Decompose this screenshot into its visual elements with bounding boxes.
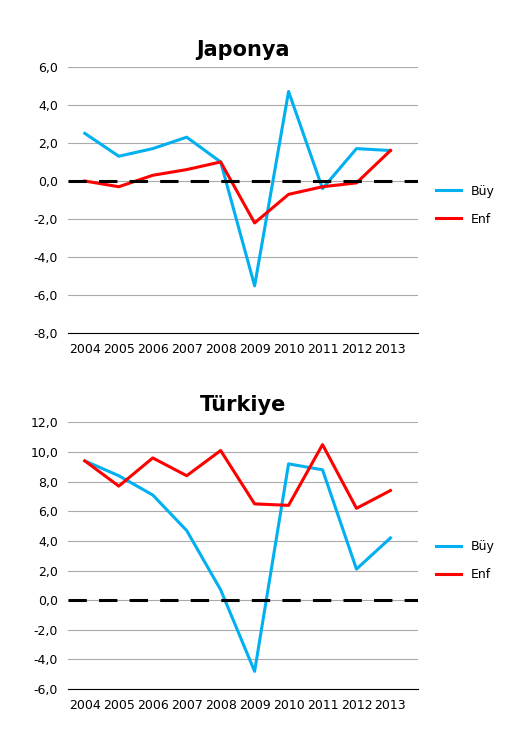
Büy: [387, 534, 394, 542]
Enf: [150, 453, 156, 462]
Enf: [116, 182, 122, 191]
Enf: [252, 499, 258, 508]
Büy: [218, 158, 224, 167]
Enf: [387, 486, 394, 495]
Büy: [184, 133, 190, 142]
Büy: [252, 667, 258, 676]
Line: Büy: Büy: [85, 91, 390, 286]
Title: Japonya: Japonya: [196, 39, 290, 59]
Büy: [218, 585, 224, 594]
Enf: [184, 165, 190, 174]
Legend: Büy, Enf: Büy, Enf: [431, 535, 500, 586]
Büy: [286, 87, 292, 96]
Enf: [82, 456, 88, 465]
Büy: [319, 185, 326, 193]
Line: Enf: Enf: [85, 150, 390, 223]
Büy: [252, 282, 258, 290]
Büy: [319, 465, 326, 474]
Enf: [353, 179, 360, 187]
Title: Türkiye: Türkiye: [199, 395, 286, 415]
Legend: Büy, Enf: Büy, Enf: [431, 179, 500, 230]
Büy: [116, 471, 122, 480]
Enf: [116, 482, 122, 491]
Enf: [319, 440, 326, 449]
Enf: [286, 501, 292, 510]
Enf: [319, 182, 326, 191]
Büy: [150, 491, 156, 499]
Enf: [184, 471, 190, 480]
Line: Büy: Büy: [85, 461, 390, 671]
Büy: [184, 526, 190, 535]
Enf: [353, 504, 360, 513]
Enf: [218, 158, 224, 167]
Enf: [82, 176, 88, 185]
Enf: [286, 190, 292, 199]
Enf: [252, 219, 258, 227]
Büy: [82, 456, 88, 465]
Büy: [150, 144, 156, 153]
Büy: [82, 129, 88, 138]
Line: Enf: Enf: [85, 445, 390, 508]
Enf: [387, 146, 394, 155]
Enf: [150, 171, 156, 180]
Büy: [286, 459, 292, 468]
Büy: [116, 152, 122, 161]
Büy: [387, 146, 394, 155]
Büy: [353, 144, 360, 153]
Enf: [218, 446, 224, 455]
Büy: [353, 565, 360, 574]
